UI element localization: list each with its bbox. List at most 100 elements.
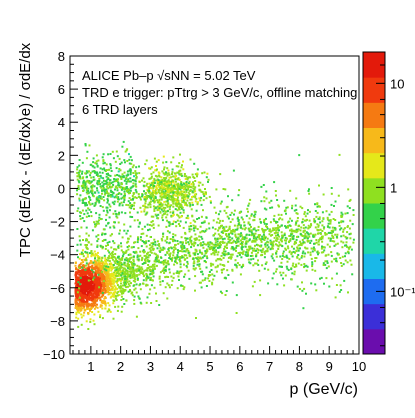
density-point (174, 202, 177, 205)
density-point (91, 271, 94, 274)
density-point (85, 226, 88, 229)
density-point (295, 208, 298, 211)
density-point (239, 239, 242, 242)
density-point (131, 185, 134, 188)
density-point (108, 203, 111, 206)
density-point (171, 259, 173, 262)
density-point (128, 260, 131, 263)
density-point (234, 240, 237, 243)
density-point (123, 171, 126, 174)
density-point (95, 224, 98, 227)
density-point (90, 291, 93, 294)
density-point (317, 205, 320, 208)
density-point (108, 289, 111, 292)
density-point (352, 209, 355, 212)
density-point (178, 173, 181, 176)
density-point (340, 262, 343, 264)
density-point (146, 182, 149, 185)
density-point (97, 175, 99, 178)
density-point (114, 257, 117, 260)
density-point (86, 275, 88, 278)
density-point (292, 235, 295, 237)
density-point (101, 232, 104, 235)
density-point (301, 242, 304, 245)
density-point (331, 240, 334, 243)
density-point (87, 328, 90, 330)
density-point (249, 255, 252, 257)
density-point (117, 279, 120, 282)
density-point (145, 212, 148, 215)
density-point (301, 281, 303, 284)
density-point (91, 252, 94, 255)
density-point (236, 255, 239, 258)
density-point (308, 219, 311, 222)
density-point (77, 325, 80, 328)
density-point (94, 293, 97, 296)
density-point (165, 265, 167, 268)
density-point (321, 224, 324, 227)
density-point (112, 291, 115, 294)
density-point (137, 193, 140, 196)
density-point (269, 239, 272, 242)
density-point (132, 260, 135, 263)
density-point (326, 260, 329, 263)
density-point (138, 269, 141, 272)
density-point (164, 253, 167, 256)
density-point (122, 195, 125, 198)
density-point (106, 198, 109, 201)
density-point (86, 301, 88, 304)
density-point (143, 208, 146, 211)
density-point (213, 247, 216, 249)
density-point (231, 253, 234, 256)
density-point (314, 257, 317, 259)
density-point (174, 178, 177, 181)
density-point (241, 248, 244, 251)
density-point (175, 190, 178, 193)
density-point (173, 193, 176, 196)
density-point (279, 217, 282, 220)
density-point (122, 176, 125, 179)
density-point (83, 285, 86, 288)
density-point (303, 211, 306, 214)
density-point (247, 258, 250, 261)
density-point (214, 266, 217, 269)
density-point (99, 175, 102, 178)
density-point (226, 269, 229, 272)
x-tick-label: 8 (296, 359, 303, 374)
density-point (332, 235, 335, 238)
density-point (159, 280, 162, 283)
density-point (301, 255, 303, 257)
density-point (158, 243, 161, 245)
density-point (149, 206, 152, 209)
density-point (87, 187, 90, 190)
density-point (182, 168, 185, 171)
density-point (110, 279, 113, 282)
density-point (237, 194, 240, 197)
density-point (324, 260, 327, 263)
density-point (80, 266, 83, 269)
density-point (324, 233, 327, 236)
density-point (92, 296, 95, 299)
density-point (167, 249, 170, 252)
density-point (159, 271, 162, 274)
density-point (155, 160, 158, 163)
density-point (117, 221, 120, 224)
density-point (272, 218, 275, 221)
density-point (134, 280, 137, 283)
density-point (129, 192, 131, 194)
density-point (293, 266, 296, 268)
density-point (269, 242, 272, 245)
density-point (139, 236, 142, 239)
density-point (162, 155, 165, 158)
density-point (172, 200, 175, 202)
density-point (331, 226, 334, 229)
density-point (146, 189, 149, 192)
density-point (144, 254, 147, 257)
density-point (193, 244, 195, 247)
density-point (105, 265, 108, 268)
density-point (180, 174, 183, 177)
density-point (155, 292, 157, 295)
density-point (294, 240, 297, 243)
density-point (108, 309, 111, 312)
